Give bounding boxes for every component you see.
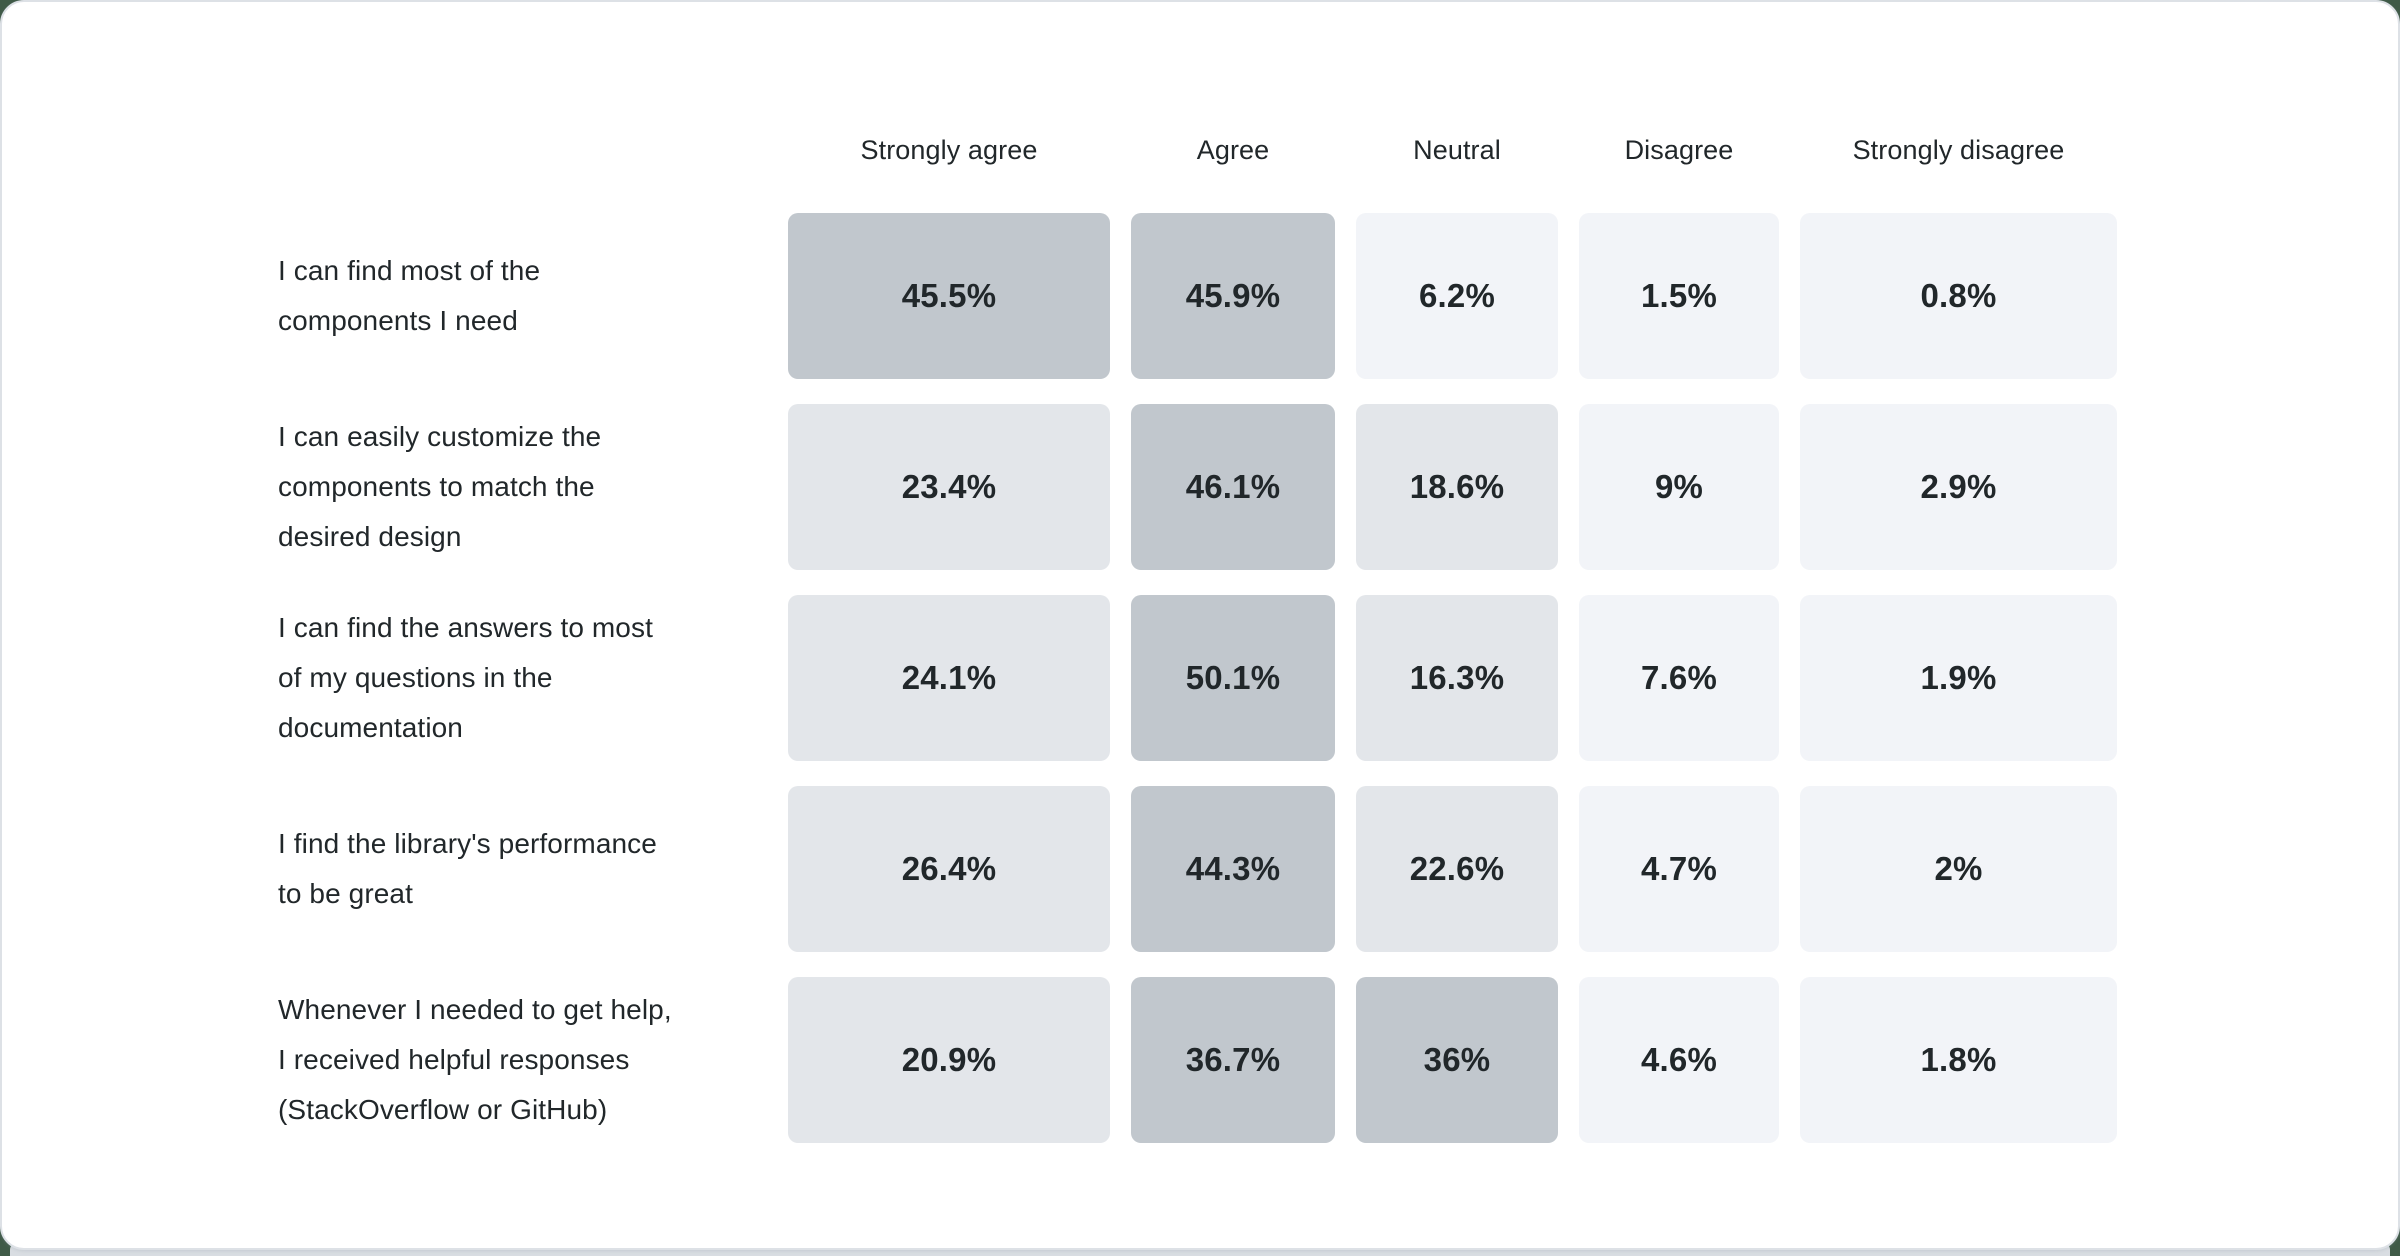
column-header: Disagree [1624, 134, 1734, 165]
heatmap-cell: 22.6% [1356, 786, 1558, 952]
cell-value: 4.7% [1640, 850, 1718, 887]
column-header: Agree [1196, 134, 1270, 165]
cell-value: 20.9% [901, 1041, 997, 1078]
likert-response-matrix: Strongly agree Agree Neutral Disagree Strong… [2, 2, 2398, 1143]
cell-value: 45.9% [1185, 277, 1281, 314]
heatmap-cell: 20.9% [788, 977, 1110, 1143]
cell-value: 46.1% [1185, 468, 1281, 505]
cell-value: 2.9% [1920, 468, 1997, 505]
row-label: Whenever I needed to get help, I receive… [278, 994, 672, 1125]
heatmap-cell: 2% [1800, 786, 2117, 952]
cell-value: 24.1% [901, 659, 997, 696]
heatmap-cell: 36% [1356, 977, 1558, 1143]
heatmap-cell: 0.8% [1800, 213, 2117, 379]
cell-value: 16.3% [1409, 659, 1505, 696]
row-label: I can easily customize the components to… [278, 421, 602, 552]
heatmap-cell: 45.9% [1131, 213, 1335, 379]
cell-value: 4.6% [1640, 1041, 1718, 1078]
column-header: Neutral [1413, 134, 1501, 165]
heatmap-cell: 24.1% [788, 595, 1110, 761]
cell-value: 0.8% [1920, 277, 1997, 314]
matrix-corner-spacer [278, 112, 767, 188]
cell-value: 2% [1934, 850, 1983, 887]
heatmap-cell: 2.9% [1800, 404, 2117, 570]
column-header: Strongly disagree [1852, 134, 2065, 165]
cell-value: 22.6% [1409, 850, 1505, 887]
cell-value: 50.1% [1185, 659, 1281, 696]
heatmap-cell: 18.6% [1356, 404, 1558, 570]
heatmap-cell: 50.1% [1131, 595, 1335, 761]
row-label: I can find the answers to most of my que… [278, 612, 653, 743]
cell-value: 1.8% [1920, 1041, 1997, 1078]
cell-value: 9% [1654, 468, 1704, 505]
cell-value: 23.4% [901, 468, 997, 505]
heatmap-cell: 16.3% [1356, 595, 1558, 761]
row-label: I find the library's performance to be g… [278, 828, 657, 909]
cell-value: 6.2% [1418, 277, 1496, 314]
heatmap-cell: 4.7% [1579, 786, 1779, 952]
row-label: I can find most of the components I need [278, 255, 541, 336]
heatmap-cell: 1.9% [1800, 595, 2117, 761]
heatmap-cell: 36.7% [1131, 977, 1335, 1143]
cell-value: 36.7% [1185, 1041, 1281, 1078]
heatmap-cell: 44.3% [1131, 786, 1335, 952]
cell-value: 7.6% [1640, 659, 1718, 696]
heatmap-cell: 9% [1579, 404, 1779, 570]
cell-value: 1.9% [1920, 659, 1997, 696]
cell-value: 44.3% [1185, 850, 1281, 887]
cell-value: 36% [1423, 1041, 1491, 1078]
cell-value: 45.5% [901, 277, 997, 314]
heatmap-cell: 46.1% [1131, 404, 1335, 570]
heatmap-cell: 23.4% [788, 404, 1110, 570]
heatmap-cell: 45.5% [788, 213, 1110, 379]
cell-value: 1.5% [1640, 277, 1718, 314]
cell-value: 26.4% [901, 850, 997, 887]
cell-value: 18.6% [1409, 468, 1505, 505]
heatmap-cell: 6.2% [1356, 213, 1558, 379]
column-header: Strongly agree [860, 134, 1038, 165]
heatmap-cell: 7.6% [1579, 595, 1779, 761]
heatmap-cell: 4.6% [1579, 977, 1779, 1143]
heatmap-cell: 1.5% [1579, 213, 1779, 379]
heatmap-cell: 26.4% [788, 786, 1110, 952]
heatmap-cell: 1.8% [1800, 977, 2117, 1143]
